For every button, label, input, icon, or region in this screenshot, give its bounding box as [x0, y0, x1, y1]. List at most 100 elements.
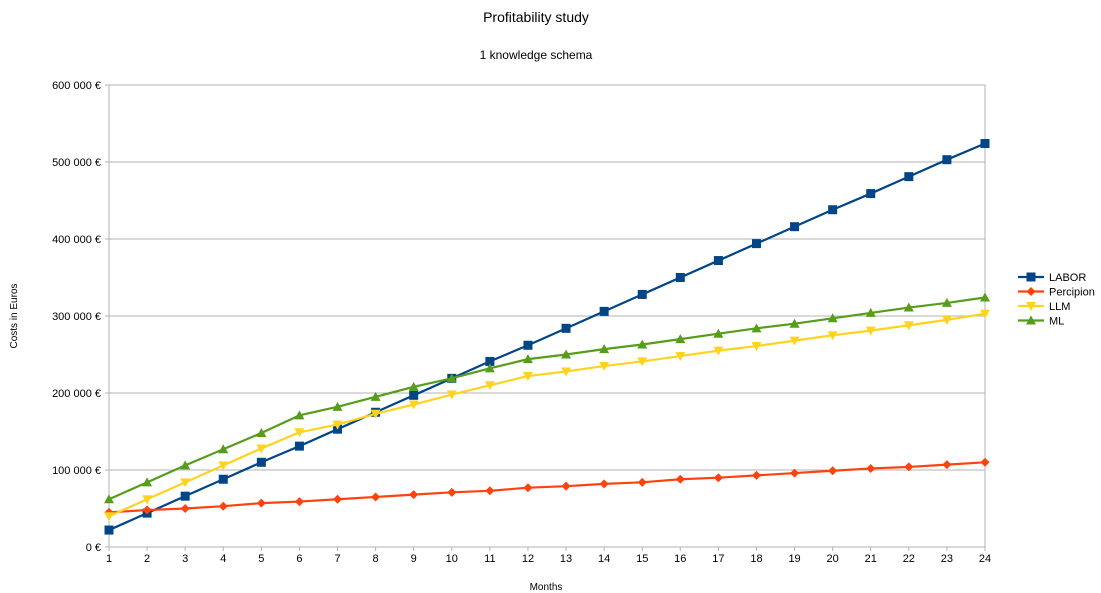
labor-point — [485, 356, 495, 366]
llm-point — [370, 409, 381, 419]
percipion-line — [107, 461, 987, 514]
percipion-point — [942, 460, 952, 470]
legend-label-percipion: Percipion — [1049, 287, 1095, 299]
ml-point — [751, 323, 762, 333]
llm-point — [980, 309, 990, 319]
ml-point — [865, 307, 876, 317]
labor-point — [980, 139, 990, 149]
llm-point — [484, 381, 495, 391]
labor-point — [409, 390, 419, 400]
percipion-point — [599, 479, 609, 489]
x-tick-label: 4 — [220, 553, 226, 565]
x-tick-label: 1 — [106, 553, 112, 565]
series-percipion — [104, 457, 990, 517]
llm-point — [713, 346, 724, 356]
ml-point — [903, 302, 914, 312]
x-tick-label: 9 — [411, 553, 417, 565]
x-tick-label: 12 — [522, 553, 534, 565]
x-tick-label: 17 — [712, 553, 724, 565]
ml-point — [370, 391, 381, 401]
llm-line — [107, 312, 987, 518]
llm-point — [903, 321, 914, 331]
ml-line — [107, 296, 987, 501]
y-tick-label: 0 € — [86, 542, 101, 554]
ml-point — [332, 401, 343, 411]
x-tick-label: 3 — [182, 553, 188, 565]
labor-point — [790, 222, 800, 232]
labor-point — [599, 306, 609, 316]
legend-marker-llm — [1026, 302, 1036, 311]
llm-point — [561, 367, 572, 377]
ml-point — [599, 344, 610, 354]
percipion-point — [409, 490, 419, 500]
percipion-point — [180, 504, 190, 513]
ml-point — [980, 292, 990, 302]
percipion-point — [904, 462, 914, 472]
x-tick-label: 5 — [258, 553, 264, 565]
llm-point — [941, 315, 952, 325]
x-tick-label: 10 — [446, 553, 458, 565]
labor-point — [523, 340, 533, 350]
llm-point — [789, 336, 800, 346]
llm-point — [522, 372, 533, 382]
llm-point — [446, 390, 457, 400]
ml-point — [675, 334, 686, 344]
percipion-point — [523, 483, 533, 493]
llm-point — [104, 512, 114, 522]
series-group — [104, 139, 990, 535]
ml-point — [789, 318, 800, 328]
percipion-point — [371, 492, 381, 502]
percipion-point — [866, 463, 876, 473]
y-tick-label: 100 000 € — [52, 465, 101, 477]
llm-point — [675, 352, 686, 362]
percipion-point — [790, 468, 800, 478]
ml-point — [484, 363, 495, 373]
labor-point — [180, 491, 190, 501]
labor-point — [256, 457, 266, 467]
llm-point — [332, 420, 343, 430]
llm-point — [827, 331, 838, 341]
y-tick-label: 200 000 € — [52, 388, 101, 400]
ml-point — [561, 349, 572, 359]
ml-point — [446, 373, 457, 383]
llm-point — [218, 461, 229, 471]
percipion-point — [218, 501, 228, 511]
llm-point — [599, 362, 610, 372]
labor-point — [828, 205, 838, 215]
percipion-point — [333, 494, 343, 504]
x-tick-label: 19 — [788, 553, 800, 565]
legend: LABOR Percipion LLM ML — [1018, 272, 1095, 328]
legend-label-ml: ML — [1049, 316, 1064, 328]
percipion-point — [828, 466, 838, 476]
legend-marker-percipion — [1026, 287, 1036, 296]
legend-label-labor: LABOR — [1049, 272, 1086, 284]
x-tick-label: 15 — [636, 553, 648, 565]
x-tick-label: 2 — [144, 553, 150, 565]
llm-point — [637, 357, 648, 367]
labor-point — [218, 474, 228, 484]
llm-point — [865, 326, 876, 336]
y-axis-title: Costs in Euros — [9, 283, 20, 348]
labor-point — [866, 189, 876, 199]
y-tick-label: 500 000 € — [52, 157, 101, 169]
chart-title: Profitability study — [483, 9, 589, 25]
percipion-point — [980, 457, 990, 467]
labor-point — [751, 239, 761, 249]
x-tick-label: 13 — [560, 553, 572, 565]
x-tick-label: 22 — [903, 553, 915, 565]
percipion-point — [751, 470, 761, 480]
legend-marker-ml — [1026, 315, 1036, 325]
percipion-point — [447, 487, 457, 497]
x-axis-title: Months — [530, 582, 563, 593]
percipion-point — [142, 505, 152, 515]
percipion-point — [294, 497, 304, 507]
x-tick-label: 20 — [827, 553, 839, 565]
x-tick-label: 14 — [598, 553, 610, 565]
labor-line — [107, 142, 987, 532]
ml-point — [104, 494, 114, 504]
percipion-point — [561, 481, 571, 491]
llm-point — [294, 428, 305, 438]
llm-point — [256, 444, 267, 454]
